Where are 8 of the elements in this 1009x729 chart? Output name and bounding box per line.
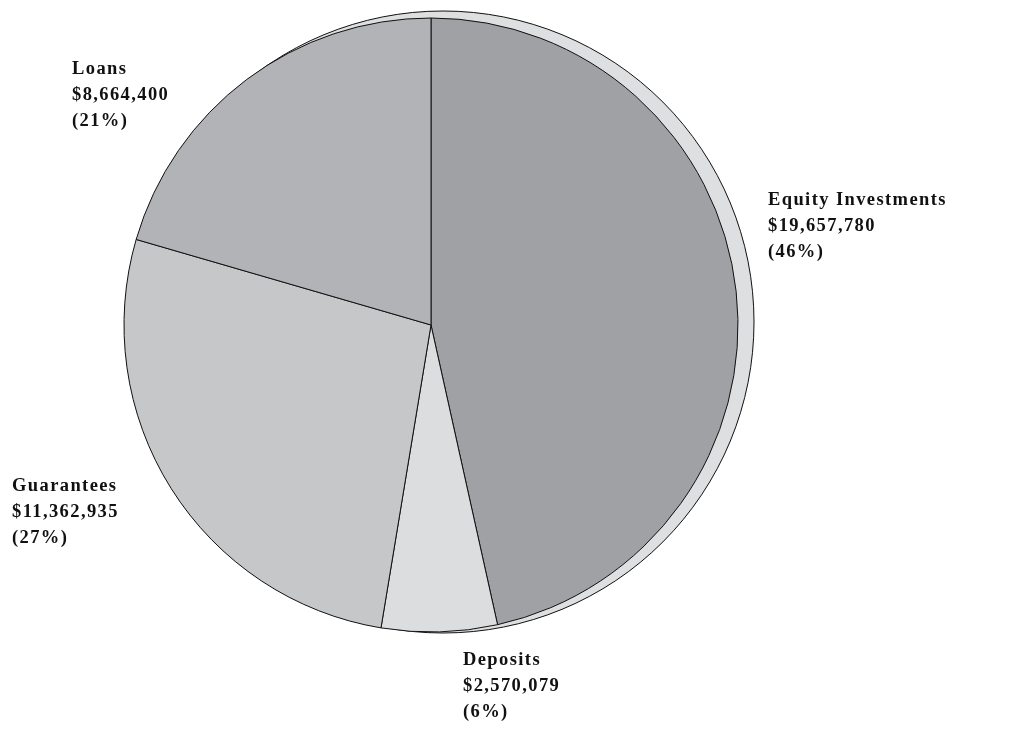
data-label: $8,664,400 (21%) (72, 84, 170, 131)
slice-label: Deposits (463, 649, 542, 669)
data-label: $19,657,780 (46%) (768, 215, 876, 262)
data-label: $11,362,935 (27%) (12, 501, 119, 548)
data-label: $2,570,079 (6%) (463, 675, 561, 722)
slice-label: Loans (72, 58, 128, 78)
slice-label: Guarantees (12, 475, 118, 495)
slice-label: Equity Investments (768, 189, 947, 209)
